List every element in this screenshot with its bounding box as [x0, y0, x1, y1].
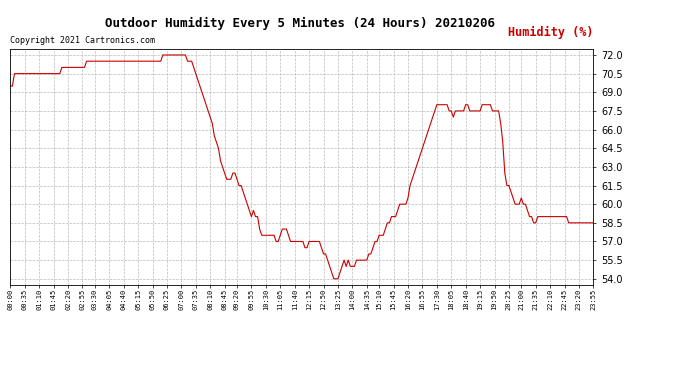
- Text: Copyright 2021 Cartronics.com: Copyright 2021 Cartronics.com: [10, 36, 155, 45]
- Text: Outdoor Humidity Every 5 Minutes (24 Hours) 20210206: Outdoor Humidity Every 5 Minutes (24 Hou…: [105, 17, 495, 30]
- Text: Humidity (%): Humidity (%): [508, 26, 593, 39]
